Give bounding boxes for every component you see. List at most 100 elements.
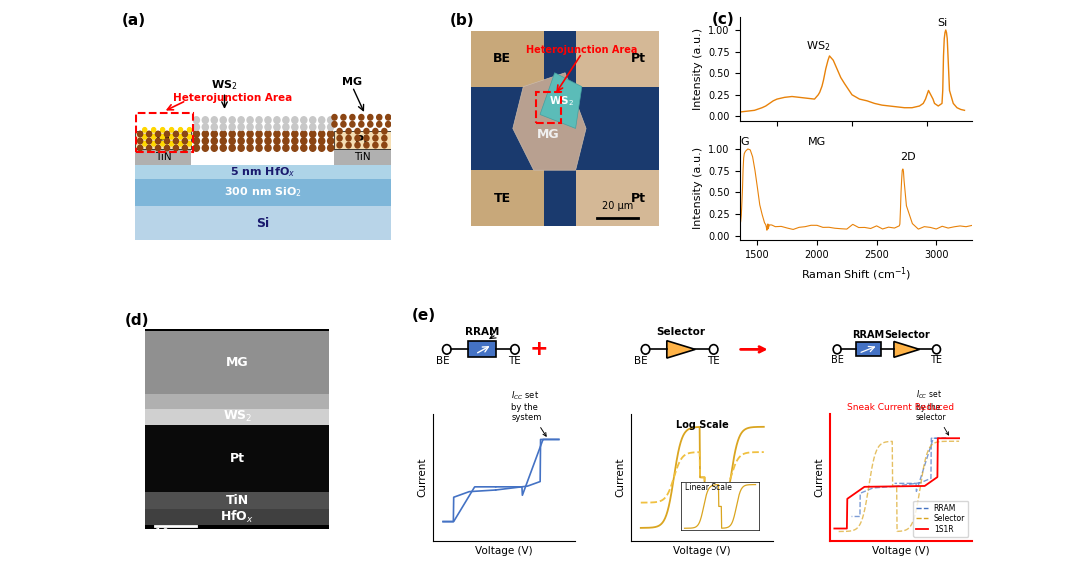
- Text: G: G: [740, 137, 748, 147]
- Circle shape: [183, 138, 188, 144]
- FancyBboxPatch shape: [135, 164, 391, 179]
- Circle shape: [188, 135, 191, 139]
- X-axis label: Voltage (V): Voltage (V): [475, 546, 532, 556]
- Circle shape: [283, 145, 289, 151]
- Circle shape: [319, 131, 325, 137]
- Circle shape: [377, 122, 382, 127]
- Circle shape: [382, 135, 387, 141]
- Circle shape: [319, 123, 325, 130]
- FancyBboxPatch shape: [855, 343, 881, 357]
- Circle shape: [161, 135, 164, 139]
- Circle shape: [229, 117, 235, 123]
- Circle shape: [373, 135, 378, 141]
- Circle shape: [341, 114, 346, 120]
- Circle shape: [355, 135, 360, 141]
- FancyBboxPatch shape: [471, 31, 659, 226]
- Circle shape: [147, 131, 151, 137]
- Circle shape: [174, 145, 178, 151]
- Circle shape: [193, 131, 200, 137]
- Circle shape: [143, 127, 147, 132]
- Circle shape: [202, 145, 208, 151]
- Circle shape: [183, 145, 188, 151]
- Circle shape: [220, 138, 227, 145]
- Circle shape: [283, 131, 289, 137]
- Circle shape: [174, 138, 178, 144]
- Circle shape: [178, 142, 183, 146]
- Circle shape: [364, 142, 369, 148]
- Text: Pt: Pt: [156, 134, 171, 147]
- Circle shape: [193, 123, 200, 130]
- Circle shape: [265, 138, 271, 145]
- FancyBboxPatch shape: [145, 394, 329, 409]
- Text: Pt: Pt: [355, 134, 370, 147]
- Circle shape: [274, 123, 280, 130]
- Circle shape: [364, 135, 369, 141]
- Y-axis label: Current: Current: [814, 457, 824, 497]
- Text: RRAM: RRAM: [465, 327, 499, 337]
- Circle shape: [274, 117, 280, 123]
- Circle shape: [256, 123, 262, 130]
- Text: (d): (d): [125, 314, 149, 328]
- Circle shape: [238, 123, 244, 130]
- FancyBboxPatch shape: [145, 492, 329, 509]
- Circle shape: [319, 145, 325, 151]
- Circle shape: [310, 131, 315, 137]
- Circle shape: [220, 145, 227, 151]
- Circle shape: [247, 123, 253, 130]
- Circle shape: [156, 145, 161, 151]
- Text: Si: Si: [256, 217, 269, 230]
- Text: TE: TE: [509, 356, 522, 366]
- Text: MG: MG: [537, 127, 559, 141]
- Circle shape: [137, 145, 143, 151]
- Circle shape: [382, 142, 387, 148]
- Circle shape: [355, 142, 360, 148]
- Circle shape: [256, 145, 262, 151]
- Circle shape: [332, 114, 337, 120]
- Y-axis label: Current: Current: [616, 457, 625, 497]
- Circle shape: [265, 131, 271, 137]
- Circle shape: [256, 131, 262, 137]
- Circle shape: [147, 145, 151, 151]
- Circle shape: [220, 117, 227, 123]
- Circle shape: [143, 135, 147, 139]
- Circle shape: [265, 117, 271, 123]
- Circle shape: [151, 135, 156, 139]
- Circle shape: [283, 123, 289, 130]
- Text: WS$_2$: WS$_2$: [222, 409, 252, 424]
- Circle shape: [178, 127, 183, 132]
- Circle shape: [373, 129, 378, 134]
- FancyBboxPatch shape: [145, 329, 329, 529]
- Text: 300 nm SiO$_2$: 300 nm SiO$_2$: [224, 185, 302, 199]
- Circle shape: [183, 131, 188, 137]
- Text: TE: TE: [494, 192, 511, 205]
- Text: HfO$_x$: HfO$_x$: [220, 509, 254, 525]
- Circle shape: [202, 138, 208, 145]
- Circle shape: [364, 129, 369, 134]
- Circle shape: [188, 142, 191, 146]
- Text: TiN: TiN: [154, 152, 172, 162]
- FancyBboxPatch shape: [135, 207, 391, 240]
- Text: BE: BE: [494, 52, 511, 65]
- Y-axis label: Intensity (a.u.): Intensity (a.u.): [692, 147, 703, 229]
- Circle shape: [327, 138, 334, 145]
- Circle shape: [310, 123, 315, 130]
- Circle shape: [346, 135, 351, 141]
- Circle shape: [274, 145, 280, 151]
- Circle shape: [256, 138, 262, 145]
- Polygon shape: [540, 73, 582, 129]
- Circle shape: [300, 131, 307, 137]
- Text: BE: BE: [831, 355, 843, 365]
- Text: 20 μm: 20 μm: [602, 201, 633, 211]
- Circle shape: [367, 122, 373, 127]
- Circle shape: [247, 131, 253, 137]
- Circle shape: [151, 127, 156, 132]
- Text: 2D: 2D: [901, 151, 916, 162]
- Circle shape: [202, 131, 208, 137]
- Circle shape: [265, 123, 271, 130]
- Circle shape: [238, 138, 244, 145]
- Circle shape: [212, 123, 217, 130]
- X-axis label: Voltage (V): Voltage (V): [873, 546, 930, 556]
- Y-axis label: Intensity (a.u.): Intensity (a.u.): [692, 28, 703, 110]
- Text: TE: TE: [707, 356, 720, 366]
- Circle shape: [212, 145, 217, 151]
